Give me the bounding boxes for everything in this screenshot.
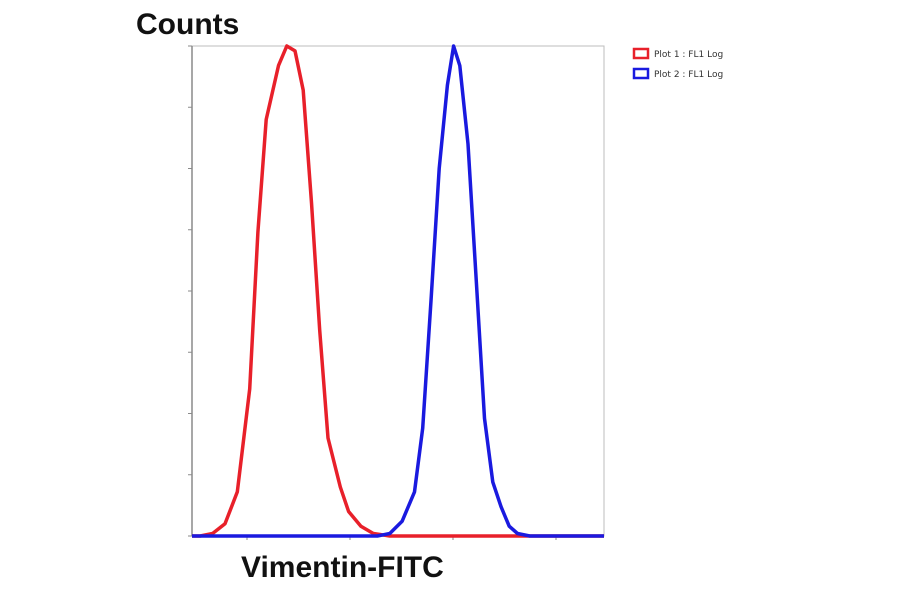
legend: Plot 1 : FL1 Log Plot 2 : FL1 Log <box>632 47 723 80</box>
legend-label-2: Plot 2 : FL1 Log <box>654 70 723 80</box>
legend-swatch-1 <box>632 47 650 60</box>
x-axis-label: Vimentin-FITC <box>241 551 444 584</box>
series-layer <box>192 44 604 538</box>
legend-swatch-2 <box>632 67 650 80</box>
y-axis-label: Counts <box>136 8 239 41</box>
series-line-2 <box>192 44 604 538</box>
y-axis-ticks <box>188 45 192 537</box>
series-line-1 <box>192 44 604 538</box>
legend-label-1: Plot 1 : FL1 Log <box>654 50 723 60</box>
